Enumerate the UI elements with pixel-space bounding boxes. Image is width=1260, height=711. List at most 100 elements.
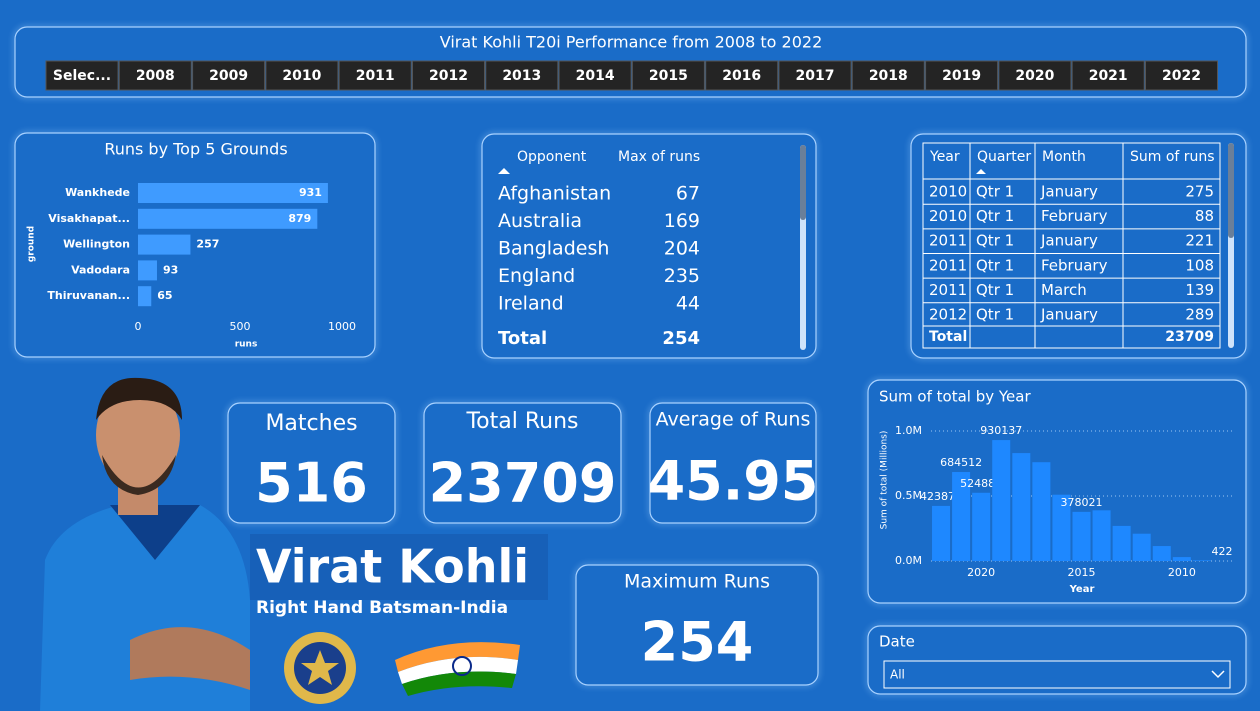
year-button-label: 2022 xyxy=(1162,68,1201,84)
value-label: 930137 xyxy=(980,424,1022,437)
year-button-label: 2009 xyxy=(209,68,248,84)
column-header: Max of runs xyxy=(618,149,700,165)
value-label: 378021 xyxy=(1061,496,1103,509)
cell: 275 xyxy=(1185,183,1214,201)
cell: Ireland xyxy=(498,293,564,315)
cell: 139 xyxy=(1185,281,1214,299)
year-button[interactable] xyxy=(558,60,632,91)
year-button-label: 2011 xyxy=(356,68,395,84)
year-button[interactable] xyxy=(118,60,192,91)
slicer-title: Date xyxy=(879,633,915,651)
cell: 204 xyxy=(664,238,700,260)
y-tick-label: 0.5M xyxy=(895,489,922,502)
bar xyxy=(138,234,191,255)
category-label: Vadodara xyxy=(71,263,130,276)
bar xyxy=(1032,462,1051,561)
y-tick-label: 0.0M xyxy=(895,554,922,567)
year-button[interactable] xyxy=(925,60,999,91)
year-button-label: 2016 xyxy=(722,68,761,84)
year-button[interactable] xyxy=(1071,60,1145,91)
kpi-label: Average of Runs xyxy=(656,409,811,431)
cell: Bangladesh xyxy=(498,238,609,260)
cell: Qtr 1 xyxy=(976,281,1014,299)
year-button-label: 2008 xyxy=(136,68,175,84)
cell: 221 xyxy=(1185,232,1214,250)
cell: Qtr 1 xyxy=(976,183,1014,201)
year-button[interactable] xyxy=(265,60,339,91)
cell: Qtr 1 xyxy=(976,306,1014,324)
column-header: Quarter xyxy=(977,149,1031,165)
bar xyxy=(972,492,991,561)
name-band xyxy=(250,534,548,600)
kpi-value: 45.95 xyxy=(648,450,819,513)
total-row-bg xyxy=(922,325,1221,349)
scroll-thumb xyxy=(800,145,806,220)
kpi-label: Maximum Runs xyxy=(624,571,770,593)
year-button[interactable] xyxy=(778,60,852,91)
x-tick-label: 2015 xyxy=(1068,566,1096,579)
sort-arrow xyxy=(498,168,510,174)
scroll-thumb xyxy=(1228,143,1234,238)
column-header: Year xyxy=(929,149,960,165)
value-label: 423874 xyxy=(920,490,962,503)
chart-title: Runs by Top 5 Grounds xyxy=(104,140,287,159)
year-button-label: 2012 xyxy=(429,68,468,84)
y-tick-label: 1.0M xyxy=(895,424,922,437)
kpi-card xyxy=(575,564,819,686)
total-value: 23709 xyxy=(1165,329,1214,345)
cell: January xyxy=(1040,183,1098,201)
year-button[interactable] xyxy=(192,60,266,91)
dropdown[interactable] xyxy=(883,660,1231,689)
cell: 88 xyxy=(1195,207,1214,225)
cell: 235 xyxy=(664,265,700,287)
y-axis-label: Sum of total (Millions) xyxy=(880,431,890,530)
value-label: 524881 xyxy=(960,477,1002,490)
cell: February xyxy=(1041,207,1108,225)
year-button-label: 2014 xyxy=(576,68,615,84)
dropdown-value: All xyxy=(890,668,905,682)
year-button-label: 2018 xyxy=(869,68,908,84)
year-table-card xyxy=(910,133,1247,359)
year-button-label: 2021 xyxy=(1089,68,1128,84)
header-title: Virat Kohli T20i Performance from 2008 t… xyxy=(440,33,823,52)
bar xyxy=(1052,494,1071,561)
year-button[interactable] xyxy=(705,60,779,91)
cell: 169 xyxy=(664,210,700,232)
year-button[interactable] xyxy=(485,60,559,91)
column-header: Month xyxy=(1042,149,1086,165)
year-button[interactable] xyxy=(412,60,485,91)
value-label: 879 xyxy=(288,212,311,225)
india-flag xyxy=(395,642,520,696)
year-button-label: 2010 xyxy=(282,68,321,84)
bar xyxy=(992,440,1011,561)
year-button[interactable] xyxy=(631,60,705,91)
year-button[interactable] xyxy=(1145,60,1218,91)
value-label: 257 xyxy=(196,238,219,251)
bar xyxy=(1152,546,1171,561)
chevron xyxy=(1211,670,1225,679)
player-photo xyxy=(40,377,250,711)
year-button[interactable] xyxy=(45,60,119,91)
x-tick-label: 1000 xyxy=(328,320,356,333)
player-role: Right Hand Batsman-India xyxy=(256,598,508,618)
year-button[interactable] xyxy=(851,60,925,91)
bcci-logo xyxy=(284,632,356,704)
category-label: Wellington xyxy=(63,238,130,251)
bar xyxy=(1172,557,1191,561)
cell: Australia xyxy=(498,210,582,232)
kpi-value: 254 xyxy=(641,611,754,674)
cell: 2011 xyxy=(929,281,967,299)
bar xyxy=(138,208,318,229)
cell: 289 xyxy=(1185,306,1214,324)
year-button[interactable] xyxy=(338,60,412,91)
year-button[interactable] xyxy=(998,60,1072,91)
bar xyxy=(1192,560,1211,561)
year-button-label: 2019 xyxy=(942,68,981,84)
x-tick-label: 0 xyxy=(135,320,142,333)
value-label: 422 xyxy=(1211,545,1232,558)
year-button-label: 2020 xyxy=(1015,68,1054,84)
cell: Qtr 1 xyxy=(976,232,1014,250)
category-label: Thiruvanan... xyxy=(47,289,130,302)
x-tick-label: 2010 xyxy=(1168,566,1196,579)
bar xyxy=(1072,511,1091,561)
